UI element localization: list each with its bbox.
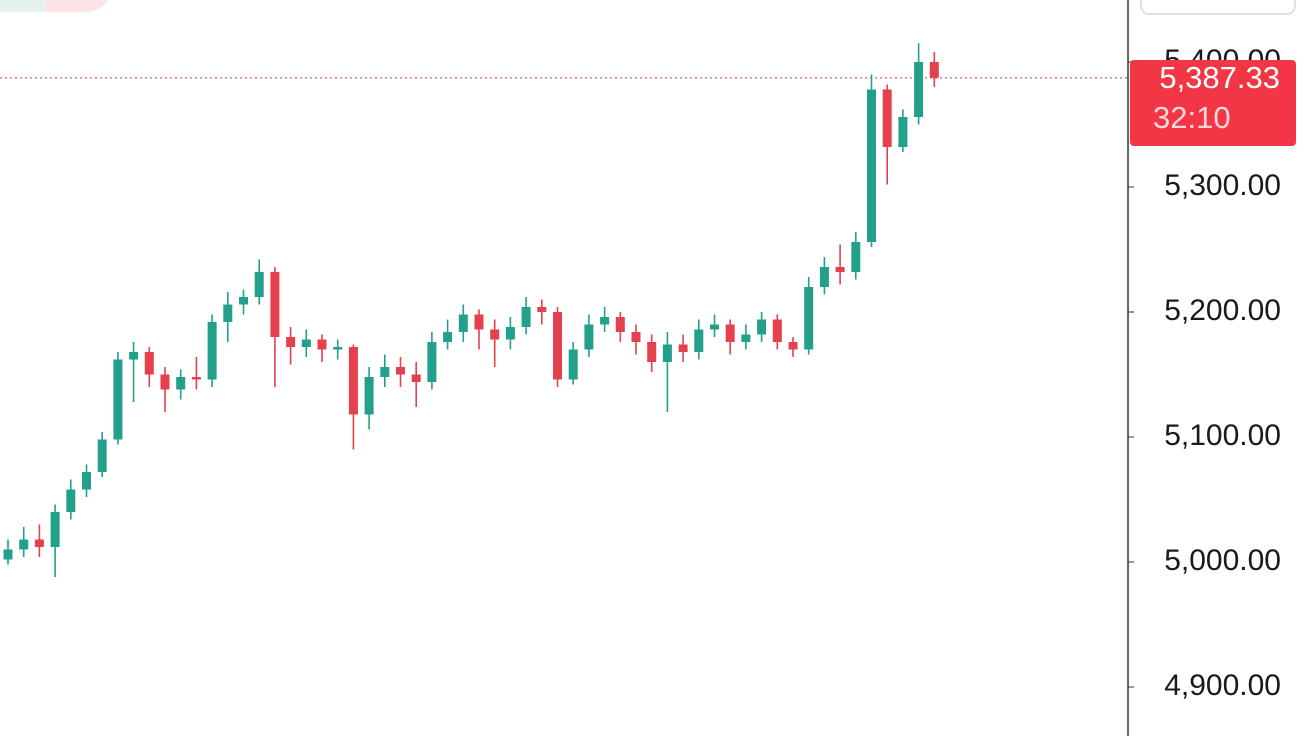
candle-body: [490, 329, 500, 340]
candle-body: [66, 489, 76, 512]
candle-body: [19, 539, 29, 550]
candle-body: [600, 317, 610, 325]
candle-body: [835, 267, 845, 272]
candle-body: [505, 327, 515, 340]
price-badge-bg: [1130, 60, 1296, 146]
candle-body: [82, 472, 91, 490]
candle-body: [678, 344, 688, 352]
plot-area: [0, 43, 1128, 577]
candle-body: [568, 349, 578, 380]
candle-body: [474, 314, 484, 330]
y-tick-label: 5,300.00: [1164, 169, 1281, 202]
candle-body: [710, 324, 719, 330]
candle-body: [553, 312, 562, 380]
candle-body: [50, 512, 60, 547]
y-tick-label: 4,900.00: [1164, 669, 1281, 702]
candle-body: [34, 539, 44, 547]
candle-body: [348, 347, 358, 415]
candle-body: [97, 439, 107, 472]
toggle-pill-left[interactable]: [0, 0, 45, 12]
candle-body: [239, 297, 248, 305]
candle-body: [757, 319, 767, 335]
countdown: 32:10: [1153, 100, 1231, 135]
candle-body: [819, 267, 829, 287]
candle-body: [191, 377, 201, 380]
candle-body: [631, 332, 641, 342]
candle-body: [521, 307, 531, 327]
candle-body: [286, 337, 296, 347]
candle-body: [129, 352, 139, 360]
candle-body: [333, 347, 343, 350]
candle-body: [113, 359, 123, 440]
candle-body: [176, 377, 186, 390]
candle-body: [725, 324, 735, 342]
candle-body: [427, 342, 437, 382]
candle-body: [458, 314, 468, 332]
candle-body: [396, 367, 405, 375]
y-tick-label: 5,200.00: [1164, 294, 1281, 327]
candle-body: [772, 319, 782, 342]
candle-body: [804, 287, 814, 350]
candle-body: [254, 272, 264, 297]
y-tick-label: 5,000.00: [1164, 544, 1281, 577]
candle-body: [160, 374, 170, 390]
price-badge: 5,387.33 32:10: [1130, 60, 1296, 146]
candle-body: [270, 272, 280, 337]
y-tick-label: 5,100.00: [1164, 419, 1281, 452]
candle-body: [411, 374, 421, 382]
candle-body: [301, 339, 311, 347]
candle-body: [851, 242, 861, 272]
candle-body: [364, 377, 374, 415]
candle-body: [380, 367, 390, 377]
candle-body: [662, 344, 672, 362]
candle-body: [867, 89, 876, 242]
candle-body: [741, 334, 751, 342]
candle-body: [694, 329, 704, 352]
candle-body: [882, 89, 892, 147]
candle-body: [223, 304, 233, 322]
candle-body: [788, 342, 798, 350]
candle-body: [3, 549, 13, 560]
last-price-label: 5,387.33: [1159, 60, 1280, 95]
candle-body: [317, 339, 327, 350]
candle-body: [584, 324, 594, 350]
candle-body: [537, 307, 547, 312]
candle-body: [898, 117, 908, 147]
candle-body: [647, 342, 657, 362]
candle-body: [914, 62, 924, 117]
candle-body: [144, 352, 154, 375]
top-button[interactable]: [1140, 0, 1296, 15]
candle-body: [929, 62, 939, 78]
candle-body: [615, 317, 625, 332]
candle-body: [443, 332, 453, 342]
candle-body: [207, 322, 217, 380]
